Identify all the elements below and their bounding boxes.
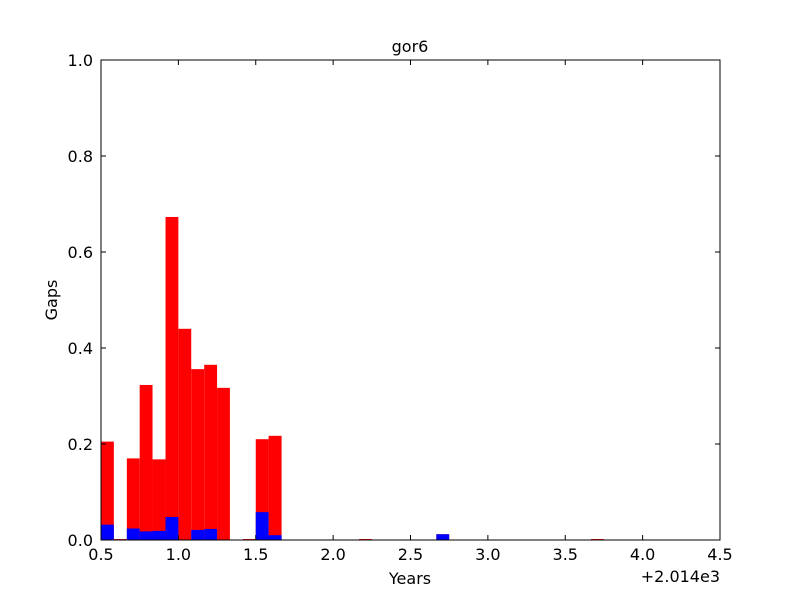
bar [204, 528, 218, 540]
x-tick-label: 3.5 [553, 545, 578, 564]
y-tick-label: 0.6 [68, 243, 93, 262]
bar [191, 529, 205, 540]
bar [165, 516, 179, 540]
bar [101, 524, 114, 540]
y-tick-label: 0.4 [68, 339, 93, 358]
x-tick-label: 2.0 [320, 545, 345, 564]
x-tick-label: 4.5 [707, 545, 732, 564]
bar [152, 459, 166, 540]
bar [165, 216, 179, 540]
bar [152, 530, 166, 540]
bar [268, 535, 282, 540]
y-tick-label: 0.2 [68, 435, 93, 454]
x-tick-label: 2.5 [398, 545, 423, 564]
bar [139, 531, 153, 540]
bar [126, 528, 140, 540]
chart-title: gor6 [392, 37, 429, 56]
x-tick-label: 4.0 [630, 545, 655, 564]
bar [268, 435, 282, 540]
y-tick-label: 0.0 [68, 531, 93, 550]
bar [126, 458, 140, 540]
bar [191, 369, 205, 540]
bar [217, 387, 230, 540]
x-axis-label: Years [388, 569, 431, 588]
bar [436, 534, 450, 540]
bar [101, 441, 114, 540]
bar [139, 384, 153, 540]
x-tick-label: 3.0 [475, 545, 500, 564]
bar [204, 364, 218, 540]
x-tick-label: 1.0 [166, 545, 191, 564]
y-tick-label: 0.8 [68, 147, 93, 166]
bar [255, 512, 269, 540]
bar [178, 328, 192, 540]
x-tick-label: 1.5 [243, 545, 268, 564]
y-axis-label: Gaps [42, 280, 61, 321]
x-offset-label: +2.014e3 [641, 567, 720, 586]
y-tick-label: 1.0 [68, 51, 93, 70]
x-tick-label: 0.5 [88, 545, 113, 564]
